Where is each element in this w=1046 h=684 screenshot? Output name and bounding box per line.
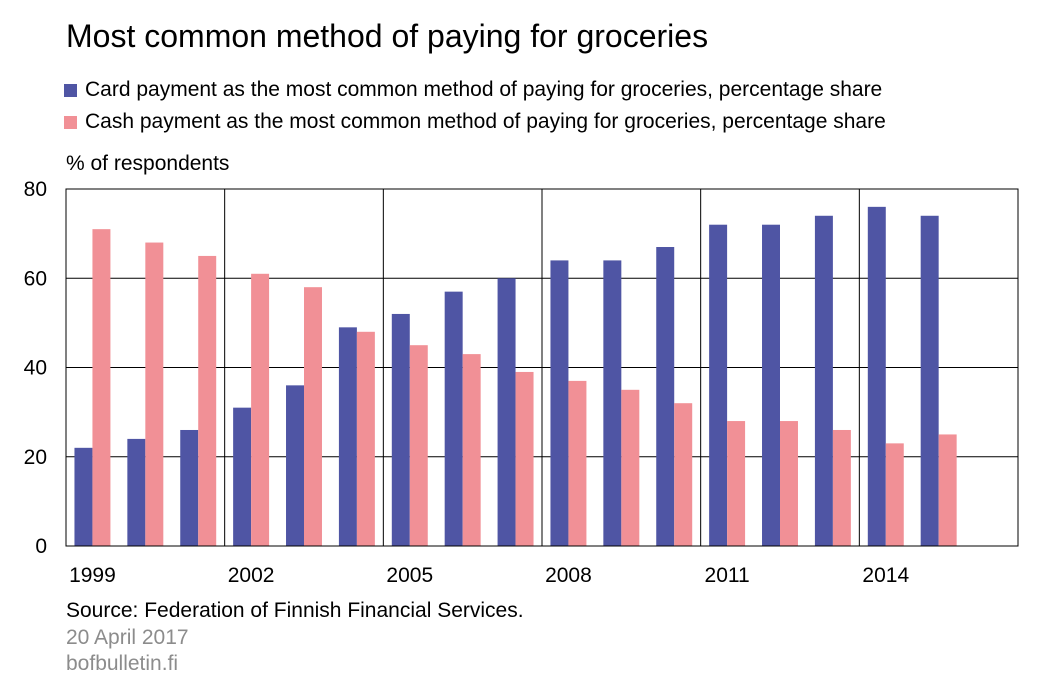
bar-card [444, 291, 463, 546]
bar-card [550, 260, 569, 546]
x-tick-label: 2014 [862, 564, 909, 587]
x-tick-label: 2008 [545, 564, 592, 587]
bar-card [603, 260, 622, 546]
bar-cash [251, 273, 270, 546]
bar-cash [832, 429, 851, 546]
bar-card [656, 247, 675, 546]
bar-card [497, 278, 516, 546]
legend-label-card: Card payment as the most common method o… [85, 78, 883, 101]
legend-item-card: Card payment as the most common method o… [64, 74, 886, 106]
bar-card [814, 215, 833, 546]
bar-cash [462, 354, 481, 546]
bar-cash [568, 380, 587, 546]
legend-swatch-card [64, 83, 77, 97]
bar-cash [885, 443, 904, 546]
bar-cash [727, 421, 746, 546]
bar-cash [198, 255, 217, 546]
chart-legend: Card payment as the most common method o… [64, 74, 886, 138]
y-axis-label: % of respondents [66, 152, 230, 175]
x-tick-label: 2011 [705, 564, 750, 587]
source-note: Source: Federation of Finnish Financial … [66, 599, 524, 622]
bar-card [867, 206, 886, 546]
legend-label-cash: Cash payment as the most common method o… [85, 110, 886, 133]
chart-title: Most common method of paying for groceri… [66, 18, 709, 54]
bar-card [180, 429, 199, 546]
bar-card [127, 438, 146, 546]
x-tick-label: 2005 [386, 564, 433, 587]
legend-item-cash: Cash payment as the most common method o… [64, 106, 886, 138]
site-name: bofbulletin.fi [66, 652, 179, 675]
y-tick-label: 60 [24, 267, 47, 290]
legend-swatch-cash [64, 115, 77, 129]
bar-card [762, 224, 780, 546]
bar-cash [780, 421, 798, 546]
bar-cash [145, 242, 164, 547]
bar-card [286, 385, 304, 546]
bar-card [233, 407, 252, 546]
bar-cash [304, 287, 322, 546]
bar-cash [92, 229, 111, 546]
bar-cash [515, 371, 534, 546]
y-tick-label: 0 [35, 535, 47, 558]
publication-date: 20 April 2017 [66, 626, 189, 649]
bar-card [391, 313, 410, 546]
bar-cash [938, 434, 957, 546]
bar-cash [621, 389, 640, 546]
y-tick-label: 20 [24, 446, 47, 469]
x-tick-label: 2002 [228, 564, 275, 587]
bar-cash [409, 345, 428, 546]
bar-cash [674, 403, 693, 546]
bar-card [920, 215, 939, 546]
y-tick-label: 80 [24, 178, 47, 201]
bar-card [74, 447, 93, 546]
y-tick-label: 40 [24, 357, 47, 380]
bar-card [709, 224, 728, 546]
bar-cash [356, 331, 375, 546]
bar-card [338, 327, 357, 546]
plot-frame [65, 188, 1019, 547]
x-tick-label: 1999 [69, 564, 116, 587]
